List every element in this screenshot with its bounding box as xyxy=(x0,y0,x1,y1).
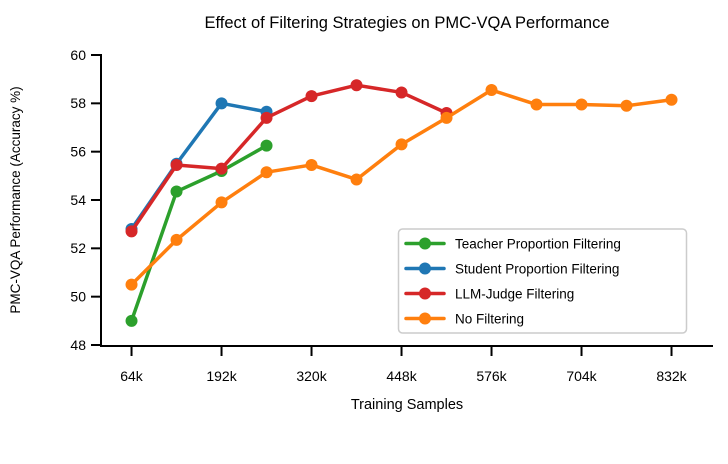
axes: 48 50 52 54 56 58 60 64k 192k 320k 448k 576k 704k 832… xyxy=(70,47,713,384)
x-tick-label: 192k xyxy=(206,368,237,384)
legend-label-student-proportion-filtering: Student Proportion Filtering xyxy=(455,261,619,276)
data-point-no-filtering xyxy=(125,278,138,291)
y-tick-label: 50 xyxy=(70,288,86,304)
x-tick-label: 832k xyxy=(656,368,687,384)
data-point-no-filtering xyxy=(215,196,228,209)
data-point-teacher-proportion-filtering xyxy=(260,139,273,152)
series-llm-judge-filtering xyxy=(125,79,453,238)
data-point-no-filtering xyxy=(485,84,498,97)
legend-label-no-filtering: No Filtering xyxy=(455,311,524,326)
x-tick-label: 448k xyxy=(386,368,417,384)
data-point-teacher-proportion-filtering xyxy=(125,314,138,327)
data-point-llm-judge-filtering xyxy=(350,79,363,92)
legend-label-teacher-proportion-filtering: Teacher Proportion Filtering xyxy=(455,236,621,251)
legend-marker-llm-judge-filtering xyxy=(419,287,431,300)
data-point-no-filtering xyxy=(665,93,678,106)
data-point-llm-judge-filtering xyxy=(305,90,318,103)
data-point-llm-judge-filtering xyxy=(395,86,408,99)
x-axis-label: Training Samples xyxy=(351,397,463,413)
data-point-no-filtering xyxy=(260,166,273,179)
legend-marker-no-filtering xyxy=(419,312,431,325)
data-point-llm-judge-filtering xyxy=(215,162,228,175)
legend-label-llm-judge-filtering: LLM-Judge Filtering xyxy=(455,286,574,301)
series-line-teacher-proportion-filtering xyxy=(129,143,269,323)
data-point-llm-judge-filtering xyxy=(125,225,138,238)
data-point-no-filtering xyxy=(620,99,633,112)
legend: Teacher Proportion Filtering Student Prop… xyxy=(397,228,688,334)
y-tick-label: 56 xyxy=(70,143,86,159)
x-tick-label: 704k xyxy=(566,368,597,384)
data-point-no-filtering xyxy=(575,98,588,111)
data-point-no-filtering xyxy=(170,233,183,246)
y-tick-label: 52 xyxy=(70,240,86,256)
legend-box xyxy=(397,228,688,334)
series-line-llm-judge-filtering xyxy=(129,83,449,234)
data-point-llm-judge-filtering xyxy=(170,158,183,171)
data-point-teacher-proportion-filtering xyxy=(170,185,183,198)
legend-marker-teacher-proportion-filtering xyxy=(419,237,431,250)
x-tick-label: 64k xyxy=(120,368,144,384)
y-axis-label: PMC-VQA Performance (Accuracy %) xyxy=(8,86,23,313)
data-point-student-proportion-filtering xyxy=(215,97,228,110)
series-group xyxy=(125,79,678,327)
data-point-no-filtering xyxy=(440,111,453,124)
data-point-no-filtering xyxy=(530,98,543,111)
series-no-filtering xyxy=(125,84,678,291)
data-point-no-filtering xyxy=(350,173,363,186)
y-tick-label: 58 xyxy=(70,95,86,111)
series-teacher-proportion-filtering xyxy=(125,139,273,327)
y-tick-label: 60 xyxy=(70,47,86,63)
x-tick-label: 320k xyxy=(296,368,327,384)
legend-marker-student-proportion-filtering xyxy=(419,262,431,275)
chart-title: Effect of Filtering Strategies on PMC-VQ… xyxy=(204,14,609,32)
data-point-llm-judge-filtering xyxy=(260,111,273,124)
y-tick-label: 48 xyxy=(70,337,86,353)
x-tick-label: 576k xyxy=(476,368,507,384)
y-tick-label: 54 xyxy=(70,192,86,208)
data-point-no-filtering xyxy=(395,138,408,151)
data-point-no-filtering xyxy=(305,158,318,171)
